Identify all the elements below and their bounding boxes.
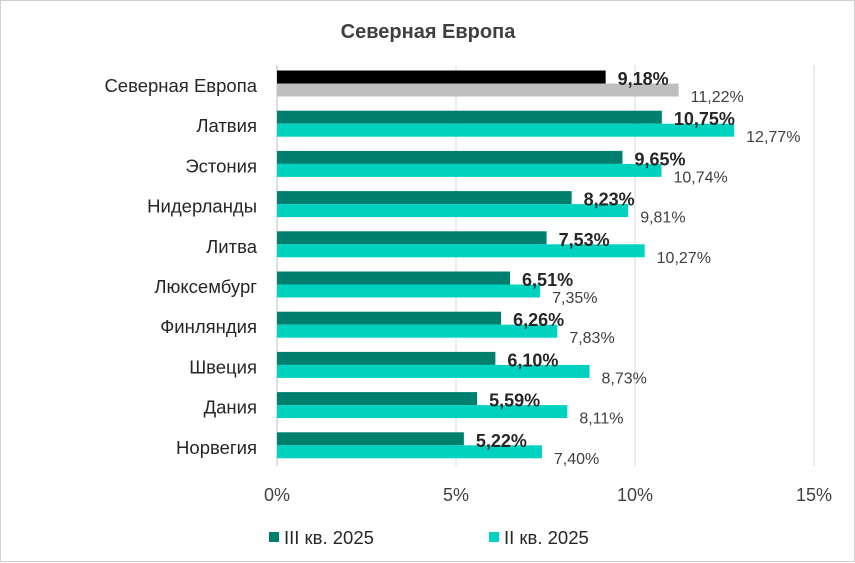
bar-series-2 bbox=[277, 123, 735, 137]
data-label-series-2: 12,77% bbox=[746, 129, 800, 146]
bar-series-1 bbox=[277, 150, 623, 164]
bar-series-1 bbox=[277, 110, 662, 124]
data-label-series-2: 8,73% bbox=[602, 370, 647, 387]
category-label: Дания bbox=[204, 397, 257, 418]
data-label-series-1: 5,59% bbox=[489, 391, 540, 411]
bar-series-1 bbox=[277, 311, 502, 325]
bar-series-2 bbox=[277, 284, 541, 298]
data-labels: 9,18% 11,22% 10,75% 12,77% 9,65%10,74% 8,23% 9… bbox=[476, 69, 801, 468]
data-label-series-1: 9,65% bbox=[634, 149, 685, 169]
data-label-series-1: 9,18% bbox=[618, 69, 669, 89]
data-label-series-2: 9,81% bbox=[640, 210, 685, 227]
bar-series-1 bbox=[277, 432, 464, 446]
category-label: Нидерланды bbox=[147, 196, 257, 217]
data-label-series-2: 7,35% bbox=[552, 290, 597, 307]
data-label-series-1: 7,53% bbox=[559, 230, 610, 250]
bar-series-2 bbox=[277, 445, 542, 459]
bar-series-2 bbox=[277, 204, 629, 218]
bar-series-2 bbox=[277, 83, 679, 97]
data-label-series-2: 10,74% bbox=[673, 169, 727, 186]
category-labels: Северная Европа Латвия Эстония Нидерланды Ли… bbox=[104, 75, 257, 458]
category-label: Латвия bbox=[196, 115, 257, 136]
category-label: Литва bbox=[206, 236, 258, 257]
category-label: Люксембург bbox=[154, 276, 257, 297]
data-label-series-2: 7,83% bbox=[569, 330, 614, 347]
bar-series-2 bbox=[277, 364, 590, 378]
x-tick-label: 0% bbox=[264, 485, 290, 505]
bar-series-1 bbox=[277, 191, 572, 205]
legend-label-series-1: III кв. 2025 bbox=[284, 527, 374, 548]
data-label-series-1: 10,75% bbox=[674, 109, 735, 129]
data-label-series-1: 6,51% bbox=[522, 270, 573, 290]
legend-label-series-2: II кв. 2025 bbox=[504, 527, 589, 548]
data-label-series-2: 7,40% bbox=[554, 451, 599, 468]
bar-series-2 bbox=[277, 324, 558, 338]
category-label: Северная Европа bbox=[104, 75, 257, 96]
legend: III кв. 2025 II кв. 2025 bbox=[269, 527, 589, 548]
data-label-series-1: 8,23% bbox=[584, 190, 635, 210]
x-axis-ticks: 0% 5% 10% 15% bbox=[264, 485, 832, 505]
category-label: Норвегия bbox=[176, 437, 257, 458]
bar-series-2 bbox=[277, 163, 662, 177]
bar-series-2 bbox=[277, 244, 645, 258]
bar-series-1 bbox=[277, 351, 496, 365]
bars bbox=[277, 70, 735, 459]
data-label-series-2: 11,22% bbox=[691, 89, 744, 106]
bar-series-1 bbox=[277, 392, 478, 406]
data-label-series-1: 6,26% bbox=[513, 310, 564, 330]
bar-series-1 bbox=[277, 231, 547, 245]
data-label-series-1: 6,10% bbox=[507, 350, 558, 370]
bar-series-2 bbox=[277, 405, 568, 419]
bar-series-1 bbox=[277, 271, 511, 285]
data-label-series-1: 5,22% bbox=[476, 431, 527, 451]
category-label: Эстония bbox=[185, 155, 257, 176]
x-tick-label: 10% bbox=[617, 485, 653, 505]
legend-swatch-series-2 bbox=[489, 532, 499, 542]
data-label-series-2: 10,27% bbox=[657, 250, 711, 267]
x-tick-label: 15% bbox=[796, 485, 832, 505]
legend-swatch-series-1 bbox=[269, 532, 279, 542]
bar-series-1 bbox=[277, 70, 606, 84]
x-tick-label: 5% bbox=[443, 485, 469, 505]
data-label-series-2: 8,11% bbox=[579, 411, 623, 428]
category-label: Швеция bbox=[189, 356, 257, 377]
chart-title: Северная Европа bbox=[341, 21, 517, 43]
category-label: Финляндия bbox=[160, 316, 257, 337]
